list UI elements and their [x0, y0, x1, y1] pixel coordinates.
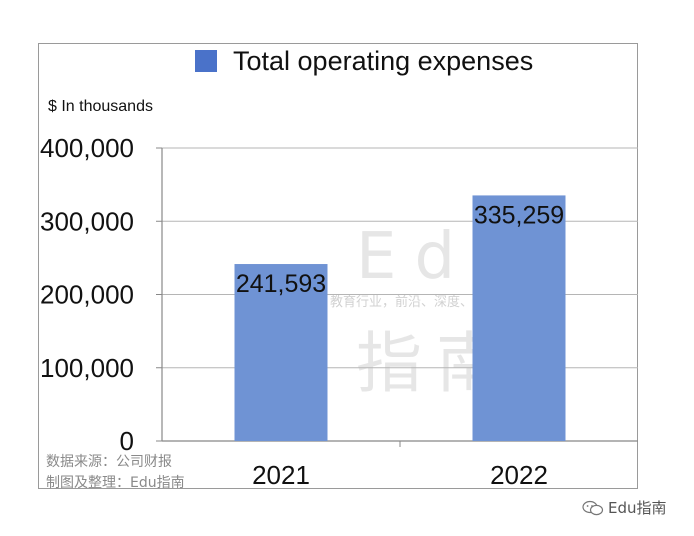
bar — [472, 195, 566, 441]
y-axis-unit-label: $ In thousands — [48, 98, 153, 115]
data-label: 241,593 — [236, 270, 326, 298]
y-tick-label: 0 — [120, 426, 134, 456]
y-tick-label: 300,000 — [40, 206, 134, 236]
brand-name: Edu指南 — [608, 499, 667, 517]
y-tick-label: 200,000 — [40, 280, 134, 310]
bar — [234, 264, 328, 441]
y-tick-label: 100,000 — [40, 353, 134, 383]
compiled-by-note: 制图及整理：Edu指南 — [46, 475, 185, 491]
legend-label: Total operating expenses — [233, 45, 534, 76]
brand-tag: Edu指南 — [582, 497, 667, 518]
x-tick-label: 2021 — [252, 460, 310, 490]
y-tick-label: 400,000 — [40, 133, 134, 163]
watermark-subtitle: 教育行业，前沿、深度、独家 — [330, 295, 500, 310]
legend: Total operating expenses — [195, 46, 533, 76]
data-label: 335,259 — [474, 201, 564, 229]
wechat-icon — [582, 500, 604, 515]
x-tick-label: 2022 — [490, 460, 548, 490]
data-source-note: 数据来源：公司财报 — [46, 454, 172, 470]
legend-swatch — [195, 50, 217, 72]
